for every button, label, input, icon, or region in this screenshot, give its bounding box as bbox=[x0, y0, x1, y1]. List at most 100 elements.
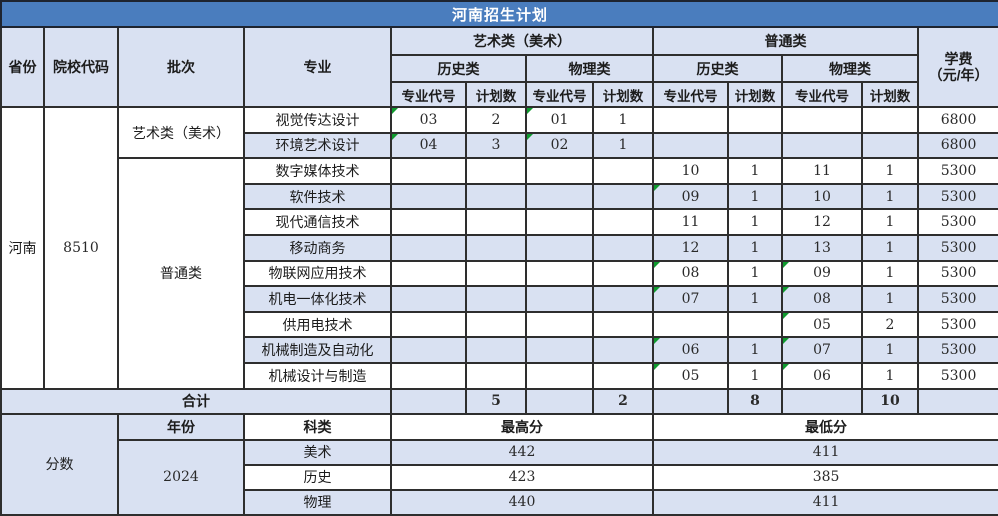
cell-batch-regular: 普通类 bbox=[117, 157, 245, 390]
cell-ah-count bbox=[465, 233, 527, 262]
cell-fee: 5300 bbox=[916, 182, 998, 211]
cell-rp-code: 06 bbox=[781, 361, 863, 390]
header-rh-code: 专业代号 bbox=[652, 81, 729, 108]
cell-rp-count: 1 bbox=[861, 259, 919, 288]
cell-ah-code bbox=[390, 259, 467, 288]
cell-rh-count: 1 bbox=[727, 336, 783, 364]
score-subject: 物理 bbox=[243, 488, 392, 516]
cell-rh-code: 09 bbox=[652, 182, 729, 211]
cell-rp-count bbox=[861, 131, 919, 160]
score-year: 2024 bbox=[117, 438, 245, 516]
error-indicator-icon bbox=[393, 108, 398, 114]
cell-ap-count bbox=[592, 310, 654, 339]
cell-ah-code: 03 bbox=[390, 106, 467, 134]
total-fee-empty bbox=[916, 387, 998, 415]
cell-rp-count: 1 bbox=[861, 336, 919, 364]
total-rh-code bbox=[652, 387, 729, 415]
cell-ap-code bbox=[525, 182, 594, 211]
cell-ap-count: 1 bbox=[592, 106, 654, 134]
cell-rh-count: 1 bbox=[727, 285, 783, 313]
cell-rp-code: 09 bbox=[781, 259, 863, 288]
cell-rh-count bbox=[727, 106, 783, 134]
error-indicator-icon bbox=[655, 288, 660, 294]
score-subject: 历史 bbox=[243, 463, 392, 491]
cell-ah-code bbox=[390, 285, 467, 313]
cell-ah-code bbox=[390, 233, 467, 262]
error-indicator-icon bbox=[528, 134, 533, 140]
cell-ap-count bbox=[592, 285, 654, 313]
error-indicator-icon bbox=[655, 262, 660, 268]
cell-ap-count bbox=[592, 259, 654, 288]
header-rh-count: 计划数 bbox=[727, 81, 783, 108]
cell-ap-code: 01 bbox=[525, 106, 594, 134]
cell-rh-code: 11 bbox=[652, 208, 729, 236]
cell-ap-code bbox=[525, 361, 594, 390]
cell-ap-code bbox=[525, 310, 594, 339]
cell-ah-count bbox=[465, 361, 527, 390]
cell-school-code: 8510 bbox=[43, 106, 119, 390]
error-indicator-icon bbox=[784, 288, 789, 294]
cell-major: 现代通信技术 bbox=[243, 208, 392, 236]
score-max-header: 最高分 bbox=[390, 412, 654, 441]
cell-rh-code: 10 bbox=[652, 157, 729, 185]
score-subject: 美术 bbox=[243, 438, 392, 466]
cell-rh-count: 1 bbox=[727, 233, 783, 262]
cell-rh-code: 12 bbox=[652, 233, 729, 262]
header-major: 专业 bbox=[243, 26, 392, 108]
cell-rh-code: 05 bbox=[652, 361, 729, 390]
header-rp-code: 专业代号 bbox=[781, 81, 863, 108]
total-ah-count: 5 bbox=[465, 387, 527, 415]
cell-rh-count bbox=[727, 310, 783, 339]
error-indicator-icon bbox=[393, 134, 398, 140]
score-max: 440 bbox=[390, 488, 654, 516]
cell-fee: 5300 bbox=[916, 259, 998, 288]
cell-rp-code: 13 bbox=[781, 233, 863, 262]
header-ah-code: 专业代号 bbox=[390, 81, 467, 108]
cell-rh-count: 1 bbox=[727, 361, 783, 390]
header-tuition-line1: 学费 bbox=[944, 50, 973, 67]
header-art-physics: 物理类 bbox=[525, 54, 654, 83]
error-indicator-icon bbox=[784, 313, 789, 319]
header-tuition: 学费 （元/年） bbox=[916, 26, 998, 108]
cell-rh-count bbox=[727, 131, 783, 160]
cell-ah-count: 3 bbox=[465, 131, 527, 160]
cell-ah-count: 2 bbox=[465, 106, 527, 134]
cell-ap-code bbox=[525, 157, 594, 185]
cell-rp-code: 10 bbox=[781, 182, 863, 211]
cell-ap-code bbox=[525, 208, 594, 236]
cell-rp-code: 11 bbox=[781, 157, 863, 185]
cell-batch-art: 艺术类（美术） bbox=[117, 105, 245, 160]
cell-ap-count bbox=[592, 157, 654, 185]
score-min-header: 最低分 bbox=[651, 412, 998, 441]
cell-ap-count bbox=[592, 336, 654, 364]
cell-rp-count bbox=[861, 106, 919, 134]
header-province: 省份 bbox=[0, 26, 45, 108]
cell-rp-code bbox=[781, 131, 863, 160]
header-ap-code: 专业代号 bbox=[525, 81, 594, 108]
cell-rh-count: 1 bbox=[727, 157, 783, 185]
header-rp-count: 计划数 bbox=[861, 81, 919, 108]
header-batch: 批次 bbox=[117, 26, 245, 108]
cell-ah-code bbox=[390, 208, 467, 236]
cell-ap-code bbox=[525, 285, 594, 313]
cell-major: 环境艺术设计 bbox=[243, 131, 392, 160]
cell-fee: 5300 bbox=[916, 310, 998, 339]
score-section-label: 分数 bbox=[0, 412, 119, 516]
cell-ap-code: 02 bbox=[525, 131, 594, 160]
total-rp-count: 10 bbox=[861, 387, 919, 415]
cell-rh-code: 06 bbox=[652, 336, 729, 364]
error-indicator-icon bbox=[784, 339, 789, 345]
cell-major: 移动商务 bbox=[243, 233, 392, 262]
cell-province: 河南 bbox=[0, 106, 45, 390]
cell-major: 机械设计与制造 bbox=[243, 361, 392, 390]
error-indicator-icon bbox=[655, 185, 660, 191]
error-indicator-icon bbox=[655, 339, 660, 345]
total-ah-code bbox=[390, 387, 467, 415]
cell-major: 机电一体化技术 bbox=[243, 285, 392, 313]
cell-fee: 6800 bbox=[916, 106, 998, 134]
cell-ah-code bbox=[390, 361, 467, 390]
score-min: 385 bbox=[651, 463, 998, 491]
cell-rp-code: 08 bbox=[781, 285, 863, 313]
score-max: 423 bbox=[390, 463, 654, 491]
